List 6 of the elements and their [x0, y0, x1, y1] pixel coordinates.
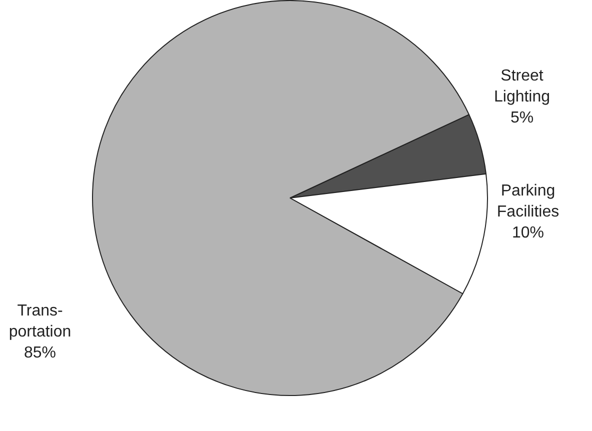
slice-label: Trans- portation [8, 302, 72, 340]
slice-label: Parking Facilities [496, 182, 560, 220]
data-label: 10% [512, 224, 544, 242]
data-label: 85% [24, 344, 56, 362]
data-label: 5% [510, 109, 534, 126]
slice-label: Street Lighting [494, 67, 550, 106]
